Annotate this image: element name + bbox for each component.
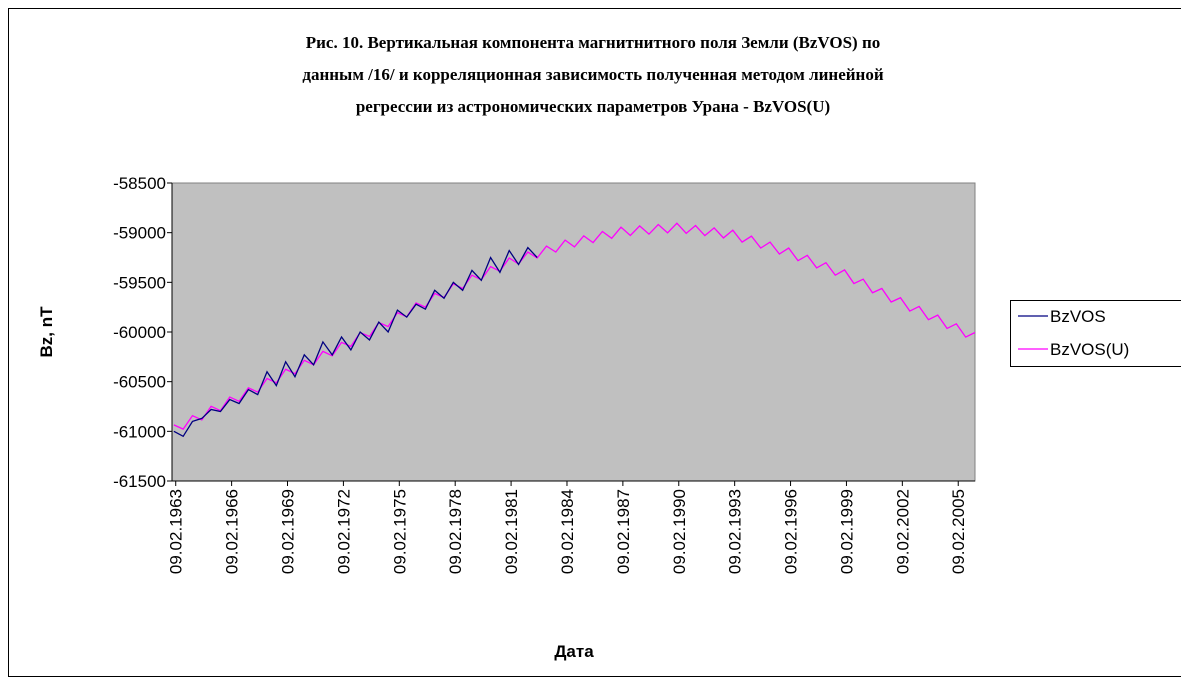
x-tick-label: 09.02.1975 (390, 489, 409, 574)
x-tick-label: 09.02.2002 (893, 489, 912, 574)
x-tick-label: 09.02.2005 (949, 489, 968, 574)
x-tick-label: 09.02.1984 (558, 489, 577, 574)
chart-title: регрессии из астрономических параметров … (356, 97, 830, 116)
x-tick-label: 09.02.1993 (726, 489, 745, 574)
legend-label: BzVOS(U) (1050, 340, 1129, 359)
series-line (173, 246, 538, 438)
x-tick-label: 09.02.1981 (502, 489, 521, 574)
x-tick-label: 09.02.1996 (782, 489, 801, 574)
y-tick-label: -59500 (113, 273, 166, 292)
x-axis-title: Дата (554, 642, 594, 661)
x-tick-label: 09.02.1963 (167, 489, 186, 574)
y-tick-label: -60000 (113, 323, 166, 342)
legend (1010, 300, 1181, 367)
legend-label: BzVOS (1050, 307, 1106, 326)
y-tick-label: -61000 (113, 422, 166, 441)
plot-area (171, 182, 976, 482)
series-line (173, 222, 976, 430)
y-tick-label: -59000 (113, 224, 166, 243)
y-tick-label: -58500 (113, 174, 166, 193)
y-tick-label: -61500 (113, 472, 166, 491)
y-tick-label: -60500 (113, 373, 166, 392)
x-tick-label: 09.02.1969 (279, 489, 298, 574)
x-tick-label: 09.02.1978 (446, 489, 465, 574)
x-tick-label: 09.02.1987 (614, 489, 633, 574)
x-tick-label: 09.02.1966 (223, 489, 242, 574)
x-tick-label: 09.02.1972 (334, 489, 353, 574)
chart-title: Рис. 10. Вертикальная компонента магнитн… (306, 33, 881, 52)
y-axis-title: Bz, nT (37, 306, 56, 358)
chart-title: данным /16/ и корреляционная зависимость… (302, 65, 883, 84)
x-tick-label: 09.02.1999 (837, 489, 856, 574)
x-tick-label: 09.02.1990 (670, 489, 689, 574)
